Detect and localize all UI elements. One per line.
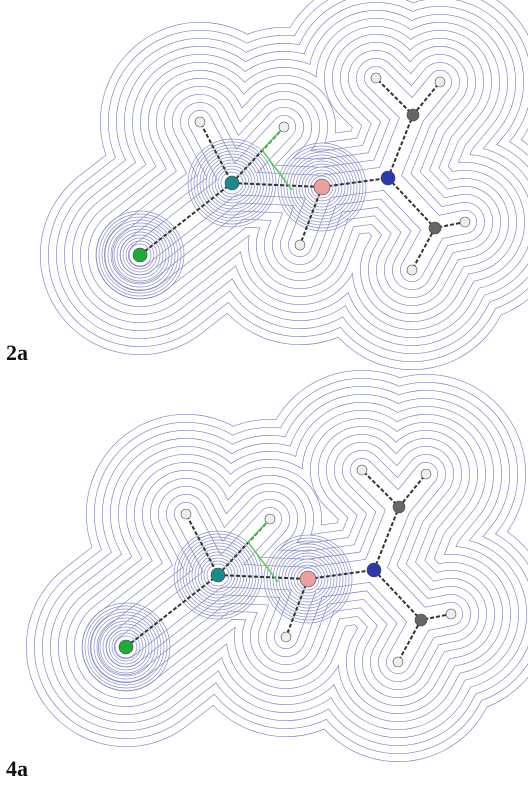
atom — [265, 514, 275, 524]
atom — [381, 171, 395, 185]
atom — [367, 563, 381, 577]
contour-panel — [82, 465, 456, 691]
atom — [279, 122, 289, 132]
panel-label: 2a — [6, 340, 28, 365]
panel-label: 4a — [6, 756, 28, 780]
atom — [460, 217, 470, 227]
atom — [195, 117, 205, 127]
atom — [429, 222, 441, 234]
atom — [314, 179, 330, 195]
atom — [407, 109, 419, 121]
atom — [119, 640, 133, 654]
atom — [295, 240, 305, 250]
atom — [211, 568, 225, 582]
atom — [281, 632, 291, 642]
atom — [435, 77, 445, 87]
contour-panel — [96, 73, 470, 299]
atom — [393, 657, 403, 667]
atom — [357, 465, 367, 475]
atom — [407, 265, 417, 275]
atom — [371, 73, 381, 83]
page: {"panels": [{"label": "2a"}, {"label": "… — [0, 0, 528, 780]
atom — [415, 614, 427, 626]
atom — [421, 469, 431, 479]
atom — [393, 501, 405, 513]
atom — [225, 176, 239, 190]
atom — [300, 571, 316, 587]
atom — [446, 609, 456, 619]
atom — [133, 248, 147, 262]
figure: 2a 4a — [0, 0, 528, 780]
atom — [181, 509, 191, 519]
